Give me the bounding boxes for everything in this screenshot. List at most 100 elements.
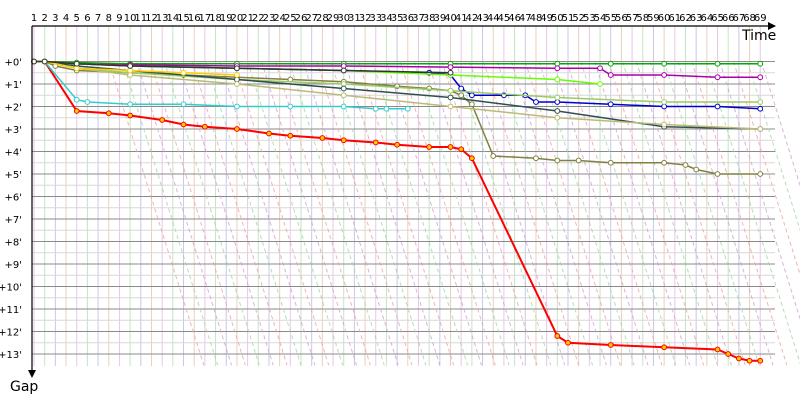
- x-tick-label: 30: [337, 13, 350, 24]
- y-tick-label: +8': [5, 238, 23, 249]
- x-tick-label: 63: [690, 13, 703, 24]
- x-tick-label: 10: [124, 13, 137, 24]
- y-tick-label: +6': [5, 193, 23, 204]
- x-tick-label: 20: [231, 13, 244, 24]
- x-tick-label: 34: [380, 13, 393, 24]
- series-point: [234, 126, 240, 132]
- x-tick-label: 33: [369, 13, 382, 24]
- x-tick-label: 55: [604, 13, 617, 24]
- x-tick-label: 50: [551, 13, 564, 24]
- diagonal-guide: [746, 61, 800, 232]
- series-point: [180, 69, 187, 76]
- series-point: [180, 101, 187, 108]
- series-line: [34, 60, 761, 65]
- y-axis-title: Gap: [10, 379, 38, 395]
- series-point: [714, 60, 721, 67]
- x-tick-label: 48: [530, 13, 543, 24]
- series-point: [127, 63, 134, 69]
- series-point: [554, 76, 561, 83]
- x-tick-label: 53: [583, 13, 596, 24]
- series-point: [372, 139, 379, 146]
- x-tick-label: 39: [433, 13, 446, 24]
- series-point: [447, 144, 454, 150]
- y-tick-label: +13': [0, 350, 22, 361]
- y-tick-label: +4': [5, 148, 23, 159]
- x-tick-label: 60: [658, 13, 671, 24]
- series-point: [266, 130, 272, 137]
- x-tick-label: 67: [733, 13, 746, 24]
- series-point: [533, 155, 539, 162]
- series-point: [533, 99, 539, 105]
- x-tick-label: 35: [391, 13, 404, 24]
- x-tick-label: 3: [52, 13, 58, 24]
- x-tick-label: 49: [540, 13, 553, 24]
- x-tick-label: 15: [177, 13, 190, 24]
- series-point: [554, 94, 561, 101]
- series-point: [661, 159, 668, 166]
- series-point: [447, 64, 454, 71]
- series-point: [661, 344, 668, 351]
- series-point: [714, 103, 721, 110]
- x-tick-label: 25: [284, 13, 297, 24]
- series-point: [127, 101, 134, 108]
- series-point: [757, 105, 764, 112]
- x-tick-label: 45: [498, 13, 511, 24]
- series-point: [468, 92, 475, 99]
- series-point: [661, 99, 668, 105]
- series-point: [661, 121, 668, 128]
- series-point: [234, 81, 240, 87]
- diagonal-guide: [524, 61, 621, 366]
- series-point: [234, 72, 240, 78]
- x-tick-label: 59: [647, 13, 660, 24]
- series-point: [735, 355, 742, 362]
- series-point: [661, 72, 668, 78]
- x-tick-label: 29: [327, 13, 340, 24]
- x-axis-arrow: [768, 22, 776, 30]
- x-tick-label: 62: [679, 13, 692, 24]
- diagonal-guide: [733, 61, 800, 276]
- series-point: [714, 346, 721, 353]
- y-tick-label: +12': [0, 328, 22, 339]
- series-point: [714, 74, 721, 81]
- diagonal-guide: [455, 61, 552, 366]
- series-point: [554, 114, 561, 121]
- series-point: [607, 101, 614, 108]
- diagonal-guide: [566, 61, 663, 366]
- x-tick-label: 19: [220, 13, 233, 24]
- x-tick-label: 41: [455, 13, 468, 24]
- series-point: [340, 85, 347, 92]
- series-point: [597, 65, 603, 72]
- x-tick-label: 24: [273, 13, 286, 24]
- series-point: [383, 105, 390, 112]
- series-point: [757, 74, 764, 81]
- series-point: [693, 166, 700, 173]
- series-point: [714, 171, 721, 177]
- x-tick-label: 1: [31, 13, 37, 24]
- y-tick-label: +9': [5, 260, 23, 271]
- series-point: [41, 58, 48, 65]
- diagonal-guide: [385, 61, 482, 366]
- series-point: [180, 121, 187, 128]
- x-tick-label: 58: [636, 13, 649, 24]
- series-point: [607, 342, 614, 348]
- diagonal-guide: [108, 61, 205, 366]
- series-point: [340, 92, 347, 99]
- series-point: [565, 339, 571, 346]
- x-tick-label: 4: [63, 13, 69, 24]
- x-tick-label: 12: [145, 13, 158, 24]
- x-tick-label: 54: [594, 13, 607, 24]
- series-point: [159, 117, 166, 123]
- x-tick-label: 61: [668, 13, 681, 24]
- diagonal-guide: [427, 61, 524, 366]
- series-point: [757, 357, 764, 364]
- series-point: [447, 103, 454, 110]
- series-point: [554, 333, 561, 339]
- series-point: [426, 144, 433, 150]
- diagonal-guide: [149, 61, 246, 366]
- series-point: [458, 146, 465, 153]
- x-tick-label: 27: [305, 13, 318, 24]
- series-point: [607, 72, 614, 78]
- diagonal-guide: [760, 61, 800, 187]
- series-point: [234, 103, 240, 110]
- series-point: [105, 110, 112, 117]
